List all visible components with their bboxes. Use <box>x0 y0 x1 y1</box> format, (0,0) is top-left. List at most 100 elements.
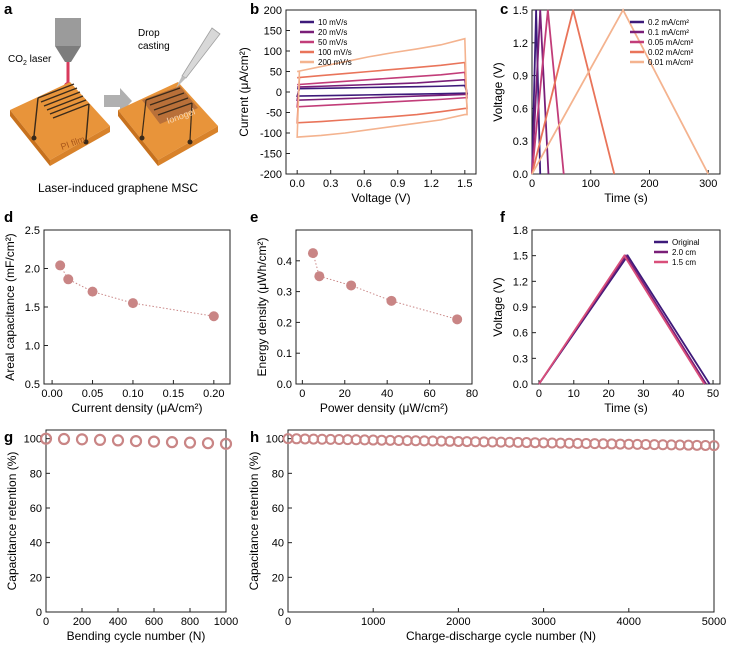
data-point <box>129 434 143 448</box>
x-tick-label: 0.0 <box>290 178 305 190</box>
legend-entry: 10 mV/s <box>318 18 347 27</box>
y-tick-label: -100 <box>260 128 282 140</box>
y-tick-label: 0.1 <box>277 348 292 360</box>
y-tick-label: 0.3 <box>513 353 528 365</box>
plot-marks <box>538 254 711 385</box>
gcd-curve-line <box>531 8 710 175</box>
panel-h: h 0 1000 2000 3000 4000 5000 0 20 40 60 80 100 Charge… <box>247 429 726 643</box>
x-tick-label: 4000 <box>617 616 641 628</box>
x-tick-label: 2000 <box>446 616 470 628</box>
y-axis-label: Areal capacitance (mF/cm²) <box>3 233 17 380</box>
x-axis-label: Time (s) <box>604 401 648 415</box>
trend-line <box>312 252 458 320</box>
y-tick-label: 0.9 <box>513 71 528 83</box>
x-tick-label: 0.15 <box>163 388 184 400</box>
legend-entry: 0.05 mA/cm² <box>648 38 694 47</box>
pipette-icon <box>176 27 221 88</box>
x-tick-label: 3000 <box>531 616 555 628</box>
laser-nozzle-icon <box>55 18 81 90</box>
legend-entry: 20 mV/s <box>318 28 347 37</box>
plot-frame <box>45 429 227 613</box>
panel-c: c 0 100 200 300 0.0 0.3 0.6 0.9 1.2 1.5 Time (s) Vol… <box>491 1 721 205</box>
panel-c-letter: c <box>500 1 508 18</box>
gcd-curve-line <box>538 254 707 385</box>
y-tick-label: 0.3 <box>277 287 292 299</box>
panel-a-caption: Laser-induced graphene MSC <box>38 181 198 195</box>
data-point <box>346 280 357 291</box>
data-point <box>208 311 219 322</box>
data-point <box>127 298 138 309</box>
data-point <box>111 434 125 447</box>
legend-entry: 0.2 mA/cm² <box>648 18 689 27</box>
legend-entry: 50 mV/s <box>318 38 347 47</box>
y-tick-label: 40 <box>30 538 42 550</box>
x-axis-label: Current density (μA/cm²) <box>72 401 203 415</box>
data-point <box>57 432 71 446</box>
x-tick-label: 50 <box>707 388 719 400</box>
drop-label: Drop <box>138 28 160 39</box>
x-tick-label: 20 <box>602 388 614 400</box>
x-tick-label: 0.10 <box>122 388 143 400</box>
legend-entry: 0.1 mA/cm² <box>648 28 689 37</box>
x-tick-label: 80 <box>466 388 478 400</box>
y-tick-label: 0 <box>278 607 284 619</box>
x-tick-label: 0.9 <box>390 178 405 190</box>
x-tick-label: 0 <box>536 388 542 400</box>
panel-a-letter: a <box>4 1 13 18</box>
plot-marks <box>296 37 469 138</box>
panel-d-letter: d <box>4 209 13 226</box>
x-tick-label: 200 <box>73 616 91 628</box>
cv-loop-line <box>296 61 468 124</box>
panel-h-letter: h <box>250 429 259 446</box>
x-tick-label: 40 <box>381 388 393 400</box>
y-tick-label: 1.2 <box>513 276 528 288</box>
y-tick-label: 150 <box>264 26 282 38</box>
legend-entry: Original <box>672 238 700 247</box>
x-tick-label: 1.5 <box>457 178 472 190</box>
x-tick-label: 5000 <box>702 616 726 628</box>
gcd-curve-line <box>531 9 542 175</box>
x-axis-label: Time (s) <box>604 191 648 205</box>
legend-entry: 200 mV/s <box>318 58 352 67</box>
trend-line <box>59 265 214 317</box>
panel-b: b 0.0 0.3 0.6 0.9 1.2 1.5 -200 -150 -100 -50 0 50 100… <box>237 1 477 205</box>
x-tick-label: 10 <box>568 388 580 400</box>
y-tick-label: 80 <box>30 468 42 480</box>
data-point <box>147 435 161 448</box>
panel-e-letter: e <box>250 209 258 226</box>
x-tick-label: 0.05 <box>82 388 103 400</box>
y-tick-label: 0.6 <box>513 328 528 340</box>
y-tick-label: 0.5 <box>25 379 40 391</box>
y-tick-label: 20 <box>30 572 42 584</box>
x-tick-label: 200 <box>640 178 658 190</box>
panel-f-letter: f <box>500 209 506 226</box>
y-tick-label: 1.5 <box>25 302 40 314</box>
data-point <box>183 436 197 449</box>
y-tick-label: 1.0 <box>25 341 40 353</box>
x-tick-label: 400 <box>109 616 127 628</box>
y-axis-label: Voltage (V) <box>491 277 505 336</box>
data-point <box>39 432 53 445</box>
x-axis-label: Voltage (V) <box>351 191 410 205</box>
x-tick-label: 0 <box>529 178 535 190</box>
y-tick-label: 0.0 <box>513 169 528 181</box>
y-tick-label: 1.5 <box>513 251 528 263</box>
plot-frame <box>531 9 721 175</box>
cv-loop-line <box>296 37 468 138</box>
legend-entry: 0.01 mA/cm² <box>648 58 694 67</box>
gcd-curve-line <box>531 9 616 175</box>
y-tick-label: 80 <box>272 468 284 480</box>
y-tick-label: 100 <box>266 434 284 446</box>
casting-label: casting <box>138 41 170 52</box>
gcd-curve-line <box>538 254 711 385</box>
y-tick-label: -150 <box>260 149 282 161</box>
data-point <box>63 274 74 285</box>
x-axis-label: Power density (μW/cm²) <box>320 401 448 415</box>
y-tick-label: 1.2 <box>513 38 528 50</box>
x-tick-label: 60 <box>423 388 435 400</box>
panel-f: f 0 10 20 30 40 50 0.0 0.3 0.6 0.9 1.2 1.5 1.8 Time (s… <box>491 209 721 415</box>
y-tick-label: 20 <box>272 572 284 584</box>
x-tick-label: 0.3 <box>323 178 338 190</box>
y-tick-label: 200 <box>264 5 282 17</box>
